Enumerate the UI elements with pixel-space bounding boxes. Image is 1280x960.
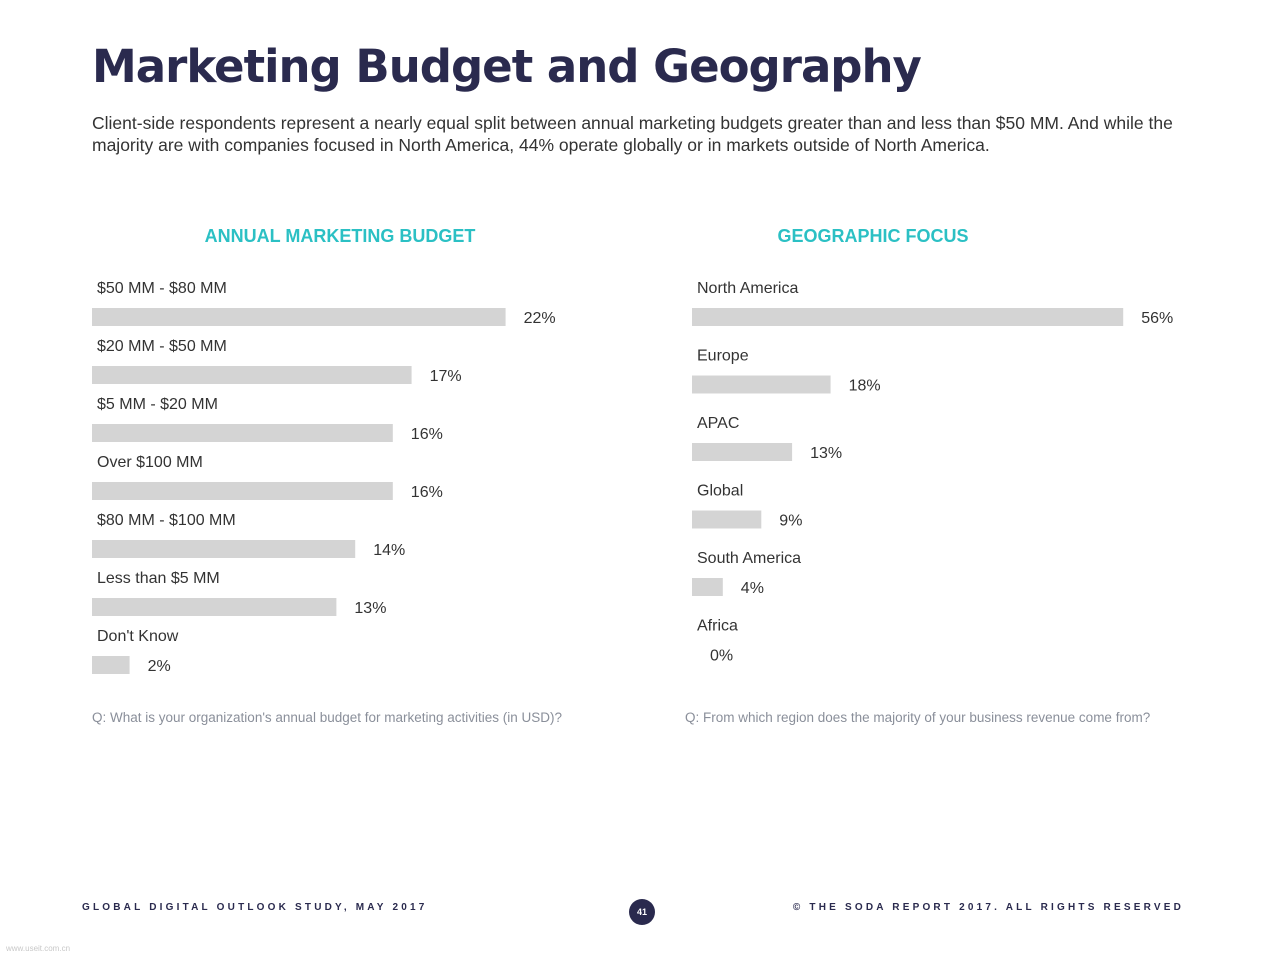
budget-category-label: $80 MM - $100 MM bbox=[97, 512, 236, 529]
geo-question: Q: From which region does the majority o… bbox=[685, 710, 1151, 725]
geo-bar bbox=[692, 510, 762, 529]
budget-value-label: 16% bbox=[411, 484, 443, 501]
budget-bar bbox=[92, 482, 393, 500]
geo-value-label: 9% bbox=[779, 513, 802, 530]
footer-study-name: GLOBAL DIGITAL OUTLOOK STUDY, MAY 2017 bbox=[82, 902, 428, 913]
budget-bar-chart: $50 MM - $80 MM 22% $20 MM - $50 MM 17% $5 M… bbox=[92, 280, 556, 675]
budget-bar bbox=[92, 540, 356, 558]
budget-category-label: $5 MM - $20 MM bbox=[97, 396, 218, 413]
geo-category-label: APAC bbox=[697, 415, 739, 432]
geo-value-label: 56% bbox=[1141, 310, 1173, 327]
geo-bar bbox=[692, 443, 793, 461]
geo-category-label: South America bbox=[697, 550, 801, 567]
page-subtitle: Client-side respondents represent a near… bbox=[92, 113, 1173, 155]
geo-category-label: North America bbox=[697, 280, 798, 297]
budget-question: Q: What is your organization's annual bu… bbox=[92, 710, 563, 725]
budget-category-label: Don't Know bbox=[97, 628, 179, 645]
budget-category-label: $50 MM - $80 MM bbox=[97, 280, 227, 297]
geo-value-label: 4% bbox=[741, 580, 764, 597]
budget-value-label: 17% bbox=[430, 368, 462, 385]
page-number-badge: 41 bbox=[629, 899, 655, 925]
budget-value-label: 14% bbox=[373, 542, 405, 559]
budget-chart-title: ANNUAL MARKETING BUDGET bbox=[204, 226, 476, 246]
geo-bar bbox=[692, 308, 1124, 326]
budget-bar bbox=[92, 656, 130, 674]
page-title: Marketing Budget and Geography bbox=[92, 40, 922, 93]
budget-category-label: Over $100 MM bbox=[97, 454, 203, 471]
budget-value-label: 16% bbox=[411, 426, 443, 443]
budget-value-label: 13% bbox=[354, 600, 386, 617]
footer-copyright: © THE SODA REPORT 2017. ALL RIGHTS RESER… bbox=[792, 902, 1184, 913]
budget-bar bbox=[92, 308, 506, 326]
geo-value-label: 13% bbox=[810, 445, 842, 462]
geo-chart-title: GEOGRAPHIC FOCUS bbox=[777, 226, 969, 246]
geo-category-label: Africa bbox=[697, 618, 738, 635]
budget-value-label: 2% bbox=[148, 658, 171, 675]
budget-bar bbox=[92, 366, 412, 384]
geo-value-label: 0% bbox=[710, 648, 733, 665]
budget-bar bbox=[92, 424, 393, 442]
watermark-text: www.useit.com.cn bbox=[6, 944, 71, 953]
geo-bar bbox=[692, 578, 723, 596]
geo-category-label: Europe bbox=[697, 348, 749, 365]
geo-bar-chart: North America 56% Europe 18% APAC 13% Global 9%… bbox=[692, 280, 1173, 665]
budget-category-label: $20 MM - $50 MM bbox=[97, 338, 227, 355]
geo-category-label: Global bbox=[697, 483, 743, 500]
geo-bar bbox=[692, 375, 831, 394]
budget-category-label: Less than $5 MM bbox=[97, 570, 220, 587]
geo-value-label: 18% bbox=[849, 378, 881, 395]
budget-bar bbox=[92, 598, 337, 616]
budget-value-label: 22% bbox=[524, 310, 556, 327]
